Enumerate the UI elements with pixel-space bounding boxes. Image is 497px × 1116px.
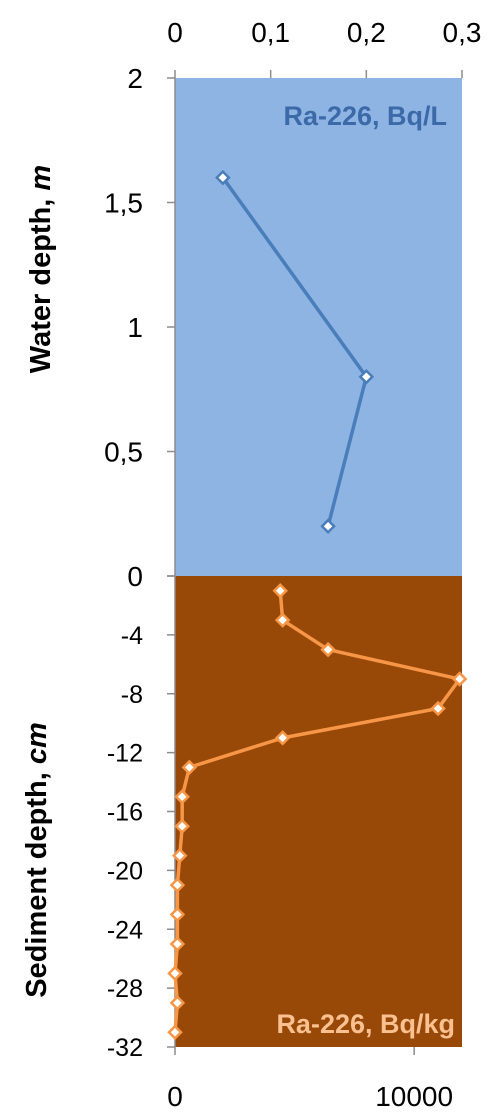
sediment-data-point bbox=[167, 1024, 183, 1041]
sediment-plot-area bbox=[175, 576, 462, 1047]
water-data-point bbox=[358, 369, 375, 385]
sediment-x-tick-label: 0 bbox=[167, 1081, 183, 1112]
sediment-data-point bbox=[169, 936, 186, 952]
sediment-data-point bbox=[320, 641, 336, 658]
water-y-axis-title: Water depth, m bbox=[25, 165, 57, 373]
sediment-data-point bbox=[169, 877, 186, 893]
water-y-axis-title-text: Water depth, bbox=[25, 191, 57, 374]
sediment-y-tick-label: -28 bbox=[107, 975, 143, 1003]
sediment-data-point bbox=[167, 965, 183, 982]
water-y-tick-label: 0 bbox=[127, 561, 143, 592]
sediment-x-tick-label: 10000 bbox=[375, 1081, 453, 1112]
water-data-point bbox=[215, 169, 231, 186]
water-x-tick-label: 0,2 bbox=[347, 17, 386, 48]
sediment-data-point bbox=[272, 582, 289, 599]
sediment-data-point bbox=[181, 759, 198, 776]
sediment-data-point bbox=[430, 700, 446, 717]
sediment-y-axis-title-unit: cm bbox=[21, 722, 53, 764]
sediment-y-tick-label: -24 bbox=[107, 916, 143, 944]
sediment-y-tick-label: -4 bbox=[121, 622, 143, 650]
water-x-tick-label: 0 bbox=[167, 17, 183, 48]
sediment-data-point bbox=[274, 612, 291, 628]
sediment-y-axis-title: Sediment depth, cm bbox=[21, 722, 53, 998]
series-layer bbox=[167, 169, 468, 1041]
water-y-axis-title-unit: m bbox=[25, 165, 57, 191]
text-layer: Ra-226, Bq/L Ra-226, Bq/kg Water depth, … bbox=[21, 17, 481, 1112]
sediment-y-tick-label: -12 bbox=[107, 740, 143, 768]
water-y-tick-label: 2 bbox=[127, 63, 143, 94]
sediment-series-label: Ra-226, Bq/kg bbox=[276, 1009, 455, 1039]
sediment-data-point bbox=[174, 818, 190, 834]
sediment-data-point bbox=[274, 730, 291, 746]
water-series-label: Ra-226, Bq/L bbox=[283, 101, 447, 131]
plot-backgrounds bbox=[175, 78, 462, 1047]
water-x-tick-label: 0,3 bbox=[443, 17, 482, 48]
sediment-data-point bbox=[169, 906, 186, 923]
sediment-data-point bbox=[169, 995, 186, 1011]
sediment-y-tick-label: -16 bbox=[107, 799, 143, 827]
water-plot-area bbox=[175, 78, 462, 576]
sediment-data-point bbox=[451, 671, 468, 687]
sediment-series-line bbox=[173, 590, 462, 1033]
sediment-data-point bbox=[174, 789, 190, 805]
water-y-tick-label: 1,5 bbox=[104, 188, 143, 219]
water-data-point bbox=[320, 518, 336, 534]
water-y-tick-label: 1 bbox=[127, 312, 143, 343]
water-y-tick-label: 0,5 bbox=[104, 437, 143, 468]
sediment-data-point bbox=[172, 847, 188, 864]
sediment-y-tick-label: -32 bbox=[107, 1034, 143, 1062]
sediment-y-tick-label: -20 bbox=[107, 857, 143, 885]
water-x-tick-label: 0,1 bbox=[251, 17, 290, 48]
sediment-y-axis-title-text: Sediment depth, bbox=[21, 764, 53, 998]
sediment-y-tick-label: -8 bbox=[121, 681, 143, 709]
